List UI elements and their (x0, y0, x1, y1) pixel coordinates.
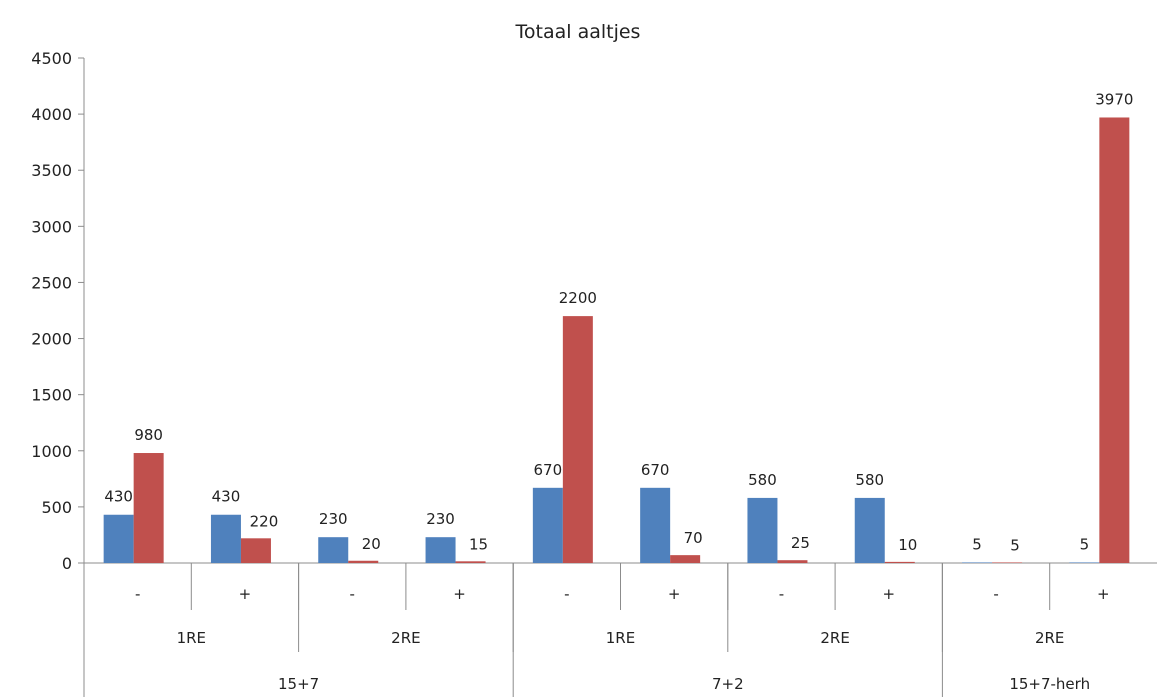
category-label: + (1097, 585, 1110, 603)
bar-series-1 (425, 537, 456, 563)
data-label: 230 (426, 510, 455, 528)
bar-series-1 (747, 497, 778, 563)
group-label: 15+7-herh (1009, 675, 1090, 693)
group-label: 15+7 (278, 675, 319, 693)
bar-series-2 (455, 561, 486, 563)
y-tick-label: 2500 (31, 273, 72, 292)
bar-series-1 (103, 514, 134, 563)
data-label: 580 (748, 471, 777, 489)
y-tick-label: 3000 (31, 217, 72, 236)
category-label: + (453, 585, 466, 603)
bar-series-2 (992, 562, 1023, 563)
data-label: 220 (250, 512, 279, 530)
data-label: 230 (319, 510, 348, 528)
bar-series-2 (133, 453, 164, 563)
y-tick-label: 4500 (31, 49, 72, 68)
subgroup-label: 1RE (177, 629, 206, 647)
subgroup-label: 2RE (391, 629, 420, 647)
subgroup-label: 2RE (820, 629, 849, 647)
data-label: 3970 (1095, 90, 1133, 108)
category-label: - (993, 585, 998, 603)
data-label: 70 (684, 529, 703, 547)
chart-title: Totaal aaltjes (515, 21, 641, 43)
category-label: - (350, 585, 355, 603)
bars (103, 117, 1130, 563)
data-label: 15 (469, 535, 488, 553)
data-label: 430 (104, 488, 133, 506)
data-label: 2200 (559, 289, 597, 307)
y-tick-label: 0 (62, 554, 72, 573)
y-tick-label: 1500 (31, 386, 72, 405)
y-tick-label: 1000 (31, 442, 72, 461)
data-label: 980 (134, 426, 163, 444)
data-label: 430 (212, 488, 241, 506)
bar-series-1 (1069, 562, 1100, 563)
category-label: + (882, 585, 895, 603)
bar-series-2 (884, 561, 915, 563)
bar-series-2 (777, 560, 808, 563)
data-label: 670 (641, 461, 670, 479)
data-label: 10 (898, 536, 917, 554)
bar-series-1 (532, 487, 563, 563)
bar-series-2 (562, 316, 593, 563)
category-label: - (564, 585, 569, 603)
axes: 0 500 1000 1500 2000 2500 3000 3500 4000 4500 - + - +… (31, 49, 1157, 697)
bar-series-1 (854, 497, 885, 563)
bar-series-1 (318, 537, 349, 563)
bar-series-2 (240, 538, 271, 563)
category-label: - (135, 585, 140, 603)
data-label: 5 (972, 535, 982, 553)
category-label: + (668, 585, 681, 603)
category-label: + (239, 585, 252, 603)
data-label: 580 (855, 471, 884, 489)
group-label: 7+2 (712, 675, 744, 693)
y-tick-label: 500 (41, 498, 72, 517)
y-tick-label: 2000 (31, 330, 72, 349)
subgroup-label: 1RE (606, 629, 635, 647)
data-labels: 430 430 230 230 670 670 580 580 5 5 980 220 20 15 2200… (104, 90, 1133, 554)
bar-series-1 (210, 514, 241, 563)
y-tick-label: 4000 (31, 105, 72, 124)
data-label: 5 (1010, 536, 1020, 554)
bar-series-2 (670, 555, 701, 563)
data-label: 25 (791, 534, 810, 552)
data-label: 5 (1080, 535, 1090, 553)
data-label: 20 (362, 535, 381, 553)
subgroup-label: 2RE (1035, 629, 1064, 647)
bar-series-2 (1099, 117, 1130, 563)
data-label: 670 (534, 461, 563, 479)
bar-series-1 (962, 562, 993, 563)
bar-series-2 (348, 560, 379, 563)
y-tick-label: 3500 (31, 161, 72, 180)
bar-series-1 (640, 487, 671, 563)
category-label: - (779, 585, 784, 603)
